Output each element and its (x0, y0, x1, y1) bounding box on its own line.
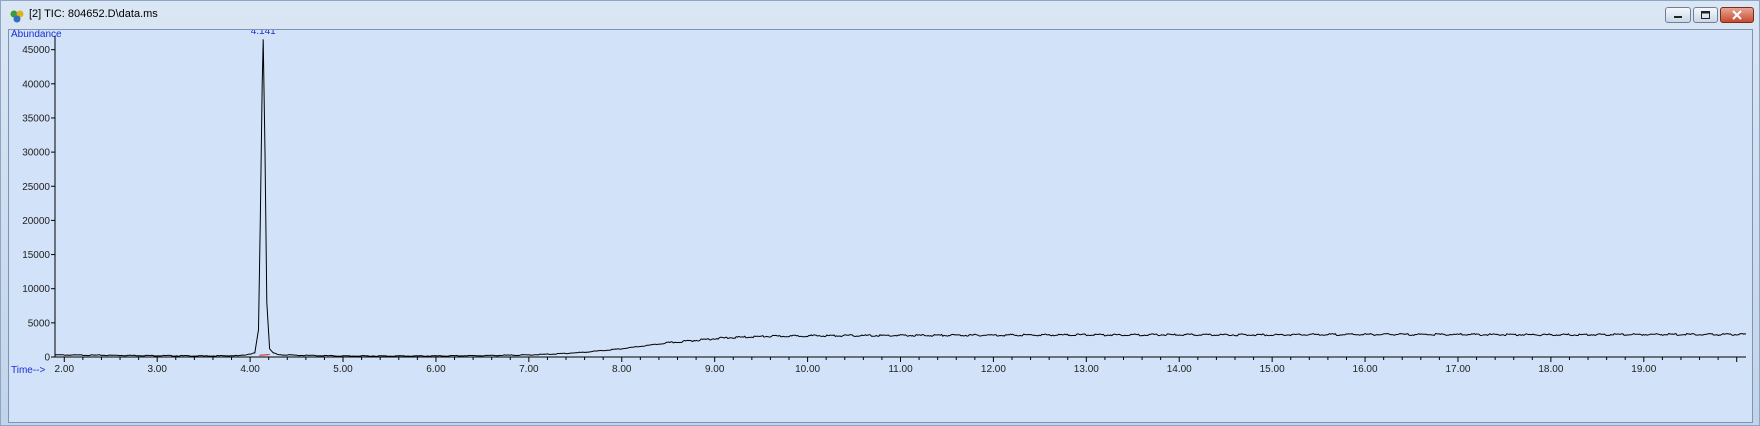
restore-icon (1701, 11, 1710, 19)
x-tick-label: 10.00 (795, 364, 820, 375)
x-ticks: 2.00 3.00 4.00 5.00 6.00 7.00 8.00 9.00 10.00 11.… (55, 357, 1738, 375)
baseline-markers (259, 354, 270, 356)
tic-trace-line (54, 39, 1747, 357)
tic-chromatogram-chart[interactable]: Abundance Time--> 0 5000 10000 15000 20000 25… (9, 30, 1752, 422)
close-button[interactable] (1720, 7, 1754, 23)
x-axis-label: Time--> (11, 365, 46, 376)
x-tick-label: 19.00 (1631, 364, 1656, 375)
x-tick-label: 2.00 (55, 364, 75, 375)
minimize-button[interactable] (1665, 7, 1691, 23)
y-tick-label: 45000 (22, 45, 50, 56)
y-tick-label: 0 (44, 353, 50, 364)
x-tick-label: 6.00 (426, 364, 446, 375)
y-tick-label: 40000 (22, 79, 50, 90)
x-tick-label: 13.00 (1074, 364, 1099, 375)
x-tick-label: 3.00 (147, 364, 167, 375)
peak-baseline-marker (259, 354, 270, 356)
window-title: [2] TIC: 804652.D\data.ms (29, 8, 158, 20)
x-tick-label: 16.00 (1353, 364, 1378, 375)
axes (54, 36, 1746, 358)
y-tick-label: 10000 (22, 284, 50, 295)
y-tick-label: 20000 (22, 216, 50, 227)
y-tick-label: 15000 (22, 250, 50, 261)
x-tick-label: 5.00 (333, 364, 353, 375)
x-tick-label: 11.00 (888, 364, 913, 375)
maximize-button[interactable] (1693, 7, 1718, 23)
minimize-icon (1674, 16, 1682, 18)
close-icon (1732, 10, 1742, 20)
x-tick-label: 12.00 (981, 364, 1006, 375)
y-axis-label: Abundance (11, 30, 62, 40)
x-tick-label: 4.00 (240, 364, 260, 375)
y-tick-label: 30000 (22, 148, 50, 159)
x-tick-label: 17.00 (1445, 364, 1470, 375)
x-tick-label: 9.00 (705, 364, 725, 375)
x-tick-label: 8.00 (612, 364, 632, 375)
y-tick-label: 25000 (22, 182, 50, 193)
series-traces (54, 39, 1747, 357)
x-tick-label: 14.00 (1167, 364, 1192, 375)
x-tick-label: 18.00 (1538, 364, 1563, 375)
peak-retention-label: 4.141 (251, 30, 276, 37)
y-ticks: 0 5000 10000 15000 20000 25000 30000 35000 40000… (22, 45, 55, 364)
peak-annotations: 4.141 (251, 30, 276, 37)
x-tick-label: 15.00 (1260, 364, 1285, 375)
plot-area[interactable]: Abundance Time--> 0 5000 10000 15000 20000 25… (8, 29, 1753, 423)
chromatogram-app-icon (10, 10, 24, 23)
x-tick-label: 7.00 (519, 364, 539, 375)
title-bar[interactable]: [2] TIC: 804652.D\data.ms (1, 1, 1759, 29)
y-tick-label: 35000 (22, 113, 50, 124)
y-tick-label: 5000 (28, 318, 51, 329)
